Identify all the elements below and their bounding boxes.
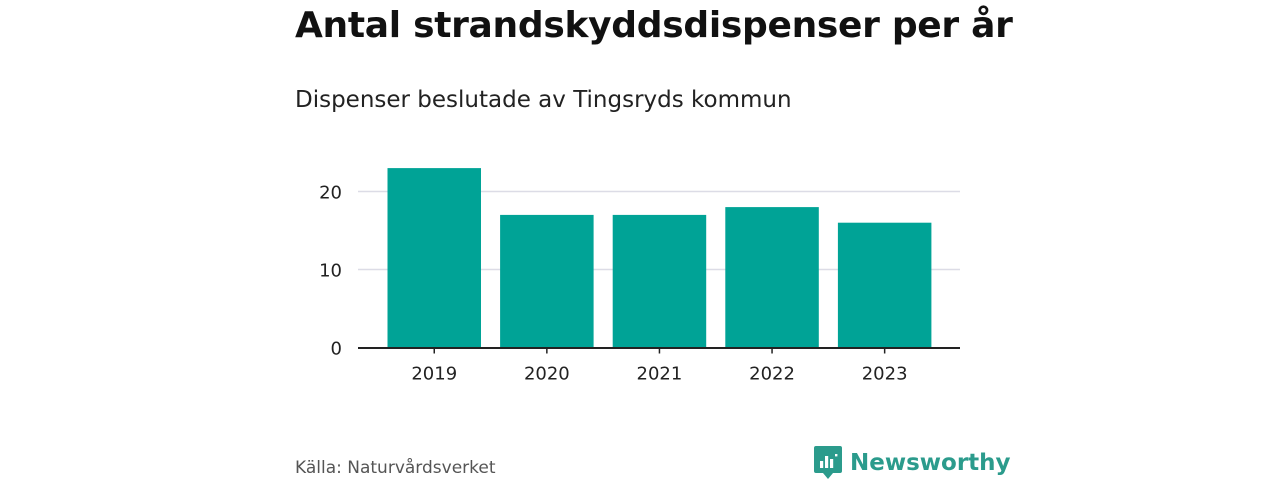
source-note: Källa: Naturvårdsverket — [295, 458, 496, 478]
bar-2023 — [837, 222, 932, 348]
x-tick-label-2022: 2022 — [749, 364, 795, 385]
x-tick-label-2019: 2019 — [411, 364, 457, 385]
bar-2020 — [500, 214, 594, 348]
bar-2022 — [725, 207, 819, 348]
x-tick-label-2021: 2021 — [637, 364, 683, 385]
y-tick-label-20: 20 — [319, 183, 342, 204]
x-tick-label-2023: 2023 — [862, 364, 908, 385]
bar-2021 — [612, 214, 707, 348]
y-tick-label-10: 10 — [319, 261, 342, 282]
chart-subtitle: Dispenser beslutade av Tingsryds kommun — [295, 87, 792, 113]
newsworthy-logo[interactable]: Newsworthy — [814, 446, 1011, 480]
brand-name: Newsworthy — [850, 450, 1011, 476]
x-tick-label-2020: 2020 — [524, 364, 570, 385]
bar-2019 — [387, 168, 481, 348]
newsworthy-chart-icon — [814, 446, 842, 479]
chart-title: Antal strandskyddsdispenser per år — [295, 5, 1013, 46]
y-tick-label-0: 0 — [331, 339, 342, 360]
bar-chart: 0 10 20 2019 2020 2021 2022 2023 — [319, 168, 960, 385]
